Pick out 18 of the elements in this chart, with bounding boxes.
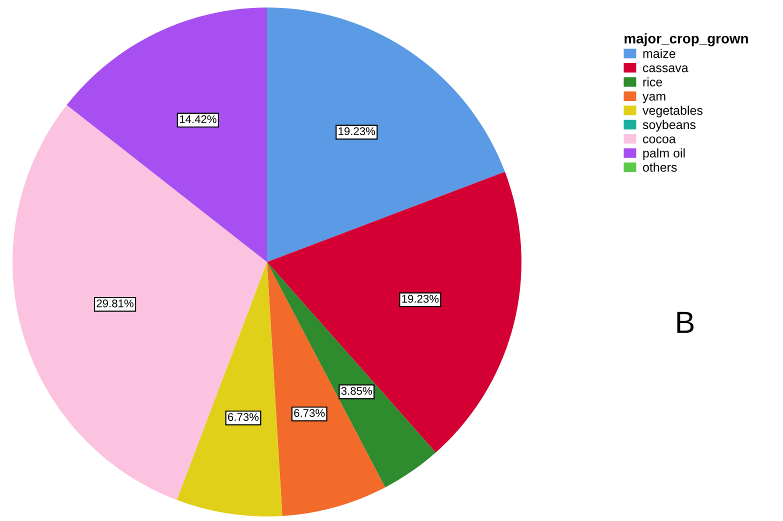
data-label: 19.23% [338,127,376,136]
legend-label: cocoa [643,136,676,144]
legend-label: maize [643,48,676,58]
legend-label: palm oil [643,148,685,160]
data-label: 3.85% [341,386,372,395]
data-label: 6.73% [228,413,259,421]
legend-label: others [643,162,677,172]
data-label: 6.73% [294,409,325,417]
data-label: 19.23% [402,294,439,303]
legend-label: cassava [643,65,688,72]
legend-label: rice [643,77,662,86]
text: B [677,312,694,333]
legend-title: major_crop_grown [624,33,748,46]
data-label: 14.42% [180,115,216,124]
legend-label: yam [642,94,666,104]
legend-label: soybeans [642,120,696,132]
legend-label: vegetables [642,106,702,118]
data-label: 29.81% [96,299,134,308]
